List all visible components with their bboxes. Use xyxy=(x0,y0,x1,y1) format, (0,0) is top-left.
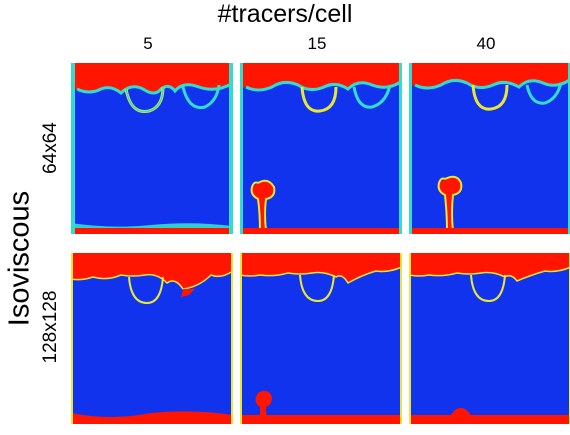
panel-128-40 xyxy=(409,253,570,424)
panel-64-5 xyxy=(71,63,233,234)
column-label-40: 40 xyxy=(406,34,566,54)
row-label-64: 64x64 xyxy=(40,108,62,188)
panel-64-40 xyxy=(409,63,570,234)
panel-128-15 xyxy=(240,253,402,424)
column-label-15: 15 xyxy=(237,34,397,54)
figure-title: #tracers/cell xyxy=(0,0,570,29)
side-title: Isoviscous xyxy=(4,184,37,334)
panel-64-15 xyxy=(240,63,402,234)
column-label-5: 5 xyxy=(68,34,228,54)
panel-128-5 xyxy=(71,253,233,424)
row-label-128: 128x128 xyxy=(40,287,62,367)
